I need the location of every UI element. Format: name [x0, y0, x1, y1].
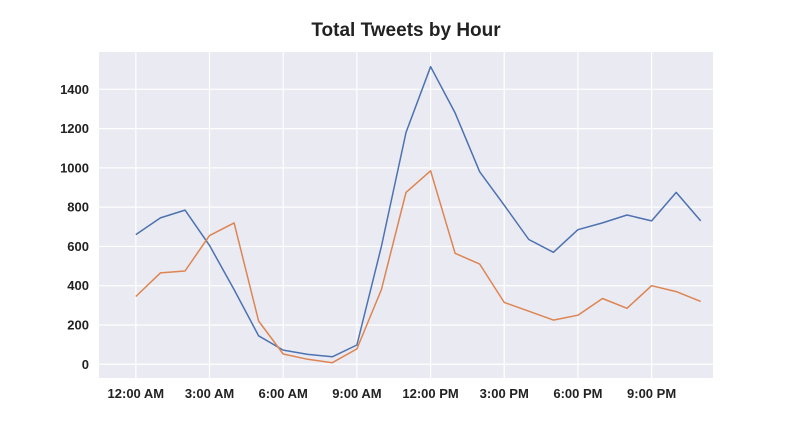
data-lines [135, 65, 702, 364]
x-tick-label: 9:00 AM [332, 386, 381, 401]
y-tick-label: 1400 [60, 82, 89, 97]
y-tick-label: 1000 [60, 160, 89, 175]
y-tick-label: 600 [67, 239, 89, 254]
x-tick-label: 3:00 PM [480, 386, 529, 401]
x-tick-label: 6:00 AM [259, 386, 308, 401]
x-tick-label: 9:00 PM [627, 386, 676, 401]
y-tick-label: 800 [67, 200, 89, 215]
series-line-2 [135, 170, 701, 364]
x-tick-label: 6:00 PM [553, 386, 602, 401]
x-tick-label: 12:00 AM [108, 386, 165, 401]
grid-lines [99, 52, 713, 378]
y-axis-ticks: 0 200 400 600 800 1000 1200 1400 [60, 82, 89, 372]
x-tick-label: 3:00 AM [185, 386, 234, 401]
x-tick-label: 12:00 PM [402, 386, 458, 401]
chart-title: Total Tweets by Hour [311, 20, 501, 41]
y-tick-label: 400 [67, 278, 89, 293]
plot-area [99, 52, 713, 378]
y-tick-label: 200 [67, 317, 89, 332]
y-tick-label: 1200 [60, 121, 89, 136]
x-axis-ticks: 12:00 AM 3:00 AM 6:00 AM 9:00 AM 12:00 PM 3:0… [108, 386, 677, 401]
y-tick-label: 0 [82, 357, 89, 372]
series-line-1 [135, 65, 702, 358]
